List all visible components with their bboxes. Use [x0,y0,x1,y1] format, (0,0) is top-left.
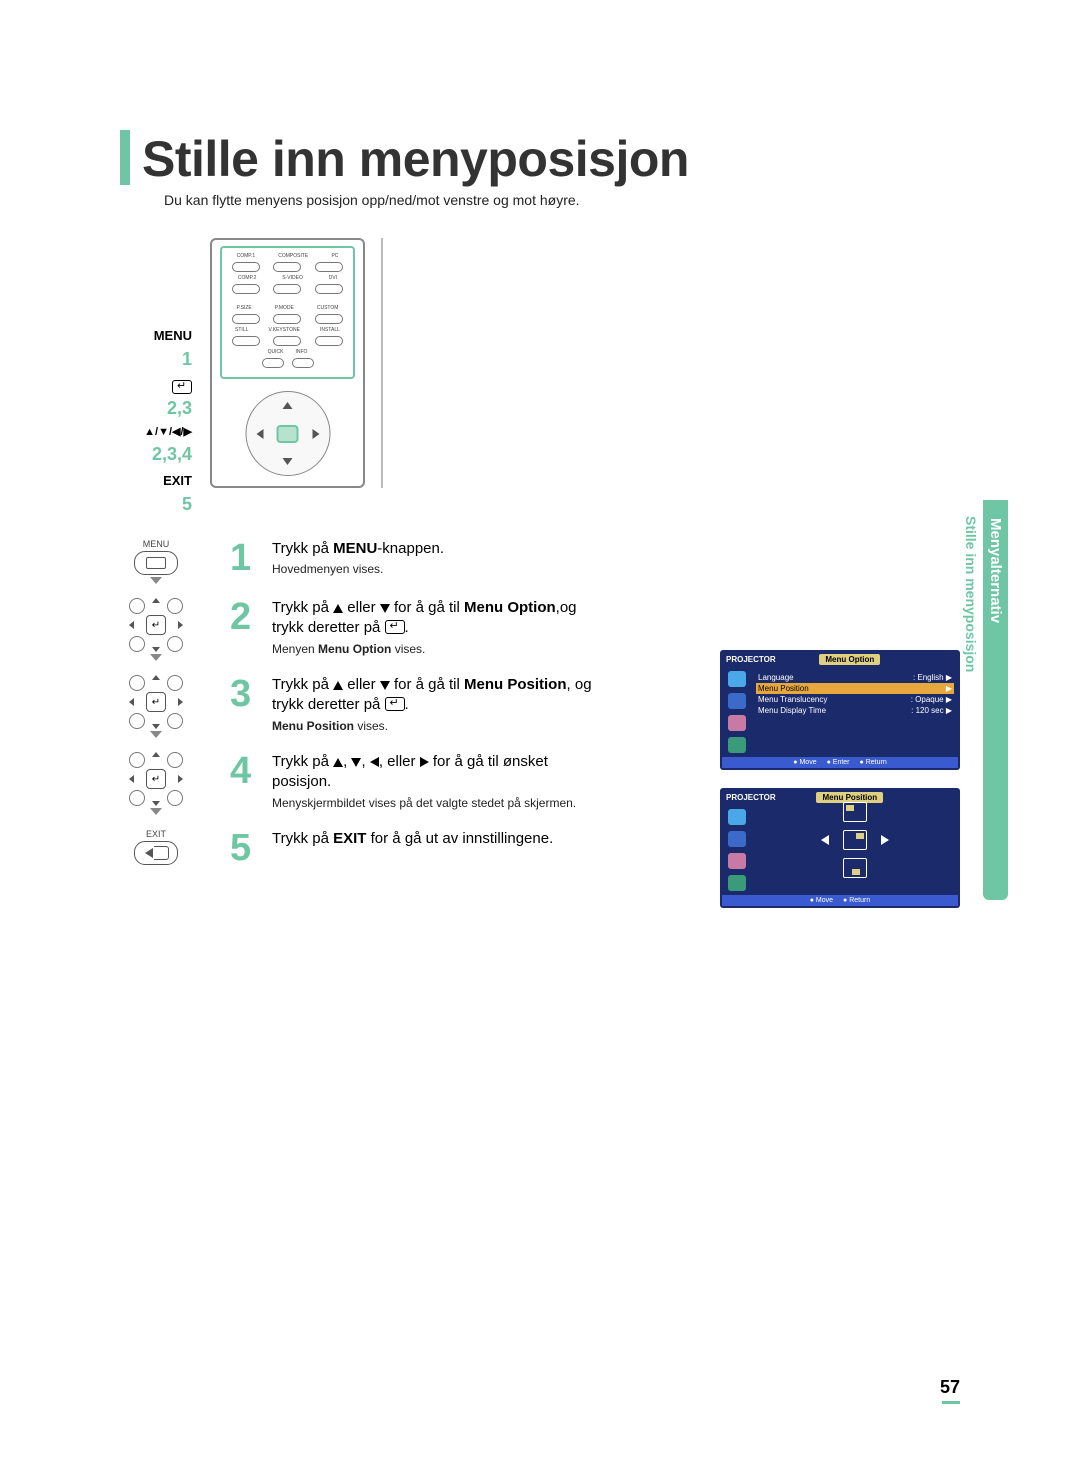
osd-projector-label: PROJECTOR [726,793,776,802]
enter-icon [120,376,192,398]
remote-label-column: MENU 1 2,3 ▲/▼/◀/▶ 2,3,4 EXIT 5 [120,238,192,521]
remote-dpad [245,391,330,476]
page-title-row: Stille inn menyposisjon Du kan flytte me… [120,130,960,208]
osd-position-diagram [752,805,958,875]
remote-control: COMP.1COMPOSITEPC COMP.2S-VIDEODVI P.SIZ… [210,238,365,488]
osd-menu-position: PROJECTOR Menu Position [720,788,960,908]
diagram-separator [381,238,383,488]
step-number: 4 [230,752,264,790]
dpad-icon: ↵ [129,598,183,652]
step-2-body: Trykk på eller for å gå til Menu Option,… [272,598,960,657]
chevron-down-icon [150,577,162,584]
label-exit-step: 5 [120,494,192,515]
step-number: 3 [230,675,264,713]
osd-row: Menu Translucency: Opaque ▶ [756,694,954,705]
chevron-down-icon [150,808,162,815]
osd-footer: Move Enter Return [722,757,958,768]
dpad-icon: ↵ [129,675,183,729]
exit-button-icon [134,841,178,865]
step-1: MENU 1 Trykk på MENU-knappen. Hovedmenye… [120,539,960,584]
osd-screenshots: PROJECTOR Menu Option Language: English … [720,650,960,926]
side-tab-section: Stille inn menyposisjon [959,500,983,900]
chevron-down-icon [150,731,162,738]
remote-source-block: COMP.1COMPOSITEPC COMP.2S-VIDEODVI P.SIZ… [220,246,355,379]
label-enter-step: 2,3 [120,398,192,419]
osd-row: Menu Display Time: 120 sec ▶ [756,705,954,716]
page-number: 57 [940,1377,960,1404]
step1-icon-label: MENU [143,539,170,549]
step-number: 2 [230,598,264,636]
osd-title: Menu Option [819,654,880,665]
osd-category-icons [722,805,752,895]
osd-row: Language: English ▶ [756,672,954,683]
remote-diagram: MENU 1 2,3 ▲/▼/◀/▶ 2,3,4 EXIT 5 COMP.1CO… [120,238,960,521]
label-arrows-step: 2,3,4 [120,444,192,465]
osd-menu-list: Language: English ▶Menu Position ▶Menu T… [752,667,958,757]
osd-menu-option: PROJECTOR Menu Option Language: English … [720,650,960,770]
label-exit: EXIT [120,473,192,488]
page-title: Stille inn menyposisjon [142,130,689,188]
label-menu: MENU [120,328,192,343]
label-menu-step: 1 [120,349,192,370]
osd-category-icons [722,667,752,757]
step-number: 1 [230,539,264,577]
step-1-body: Trykk på MENU-knappen. Hovedmenyen vises… [272,539,960,577]
title-accent-bar [120,130,130,185]
side-tab: Menyalternativ Stille inn menyposisjon [981,500,1008,900]
side-tab-category: Menyalternativ [983,500,1008,900]
menu-button-icon [134,551,178,575]
label-arrows: ▲/▼/◀/▶ [120,425,192,438]
chevron-down-icon [150,654,162,661]
step5-icon-label: EXIT [146,829,166,839]
page-subtitle: Du kan flytte menyens posisjon opp/ned/m… [164,192,689,208]
remote-enter-button [277,425,299,443]
osd-projector-label: PROJECTOR [726,655,776,664]
dpad-icon: ↵ [129,752,183,806]
step-number: 5 [230,829,264,867]
osd-row: Menu Position ▶ [756,683,954,694]
osd-footer: Move Return [722,895,958,906]
